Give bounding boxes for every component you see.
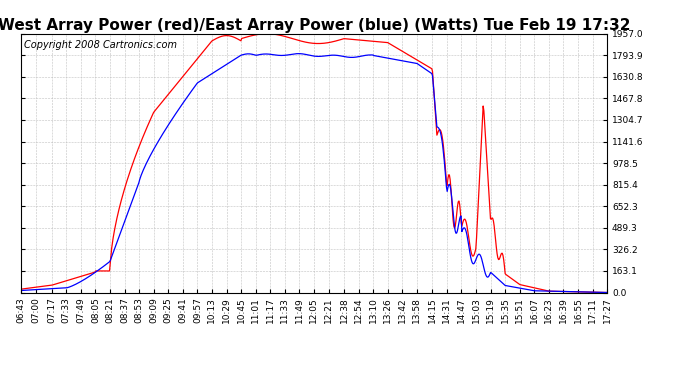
Text: Copyright 2008 Cartronics.com: Copyright 2008 Cartronics.com bbox=[23, 40, 177, 50]
Title: West Array Power (red)/East Array Power (blue) (Watts) Tue Feb 19 17:32: West Array Power (red)/East Array Power … bbox=[0, 18, 630, 33]
